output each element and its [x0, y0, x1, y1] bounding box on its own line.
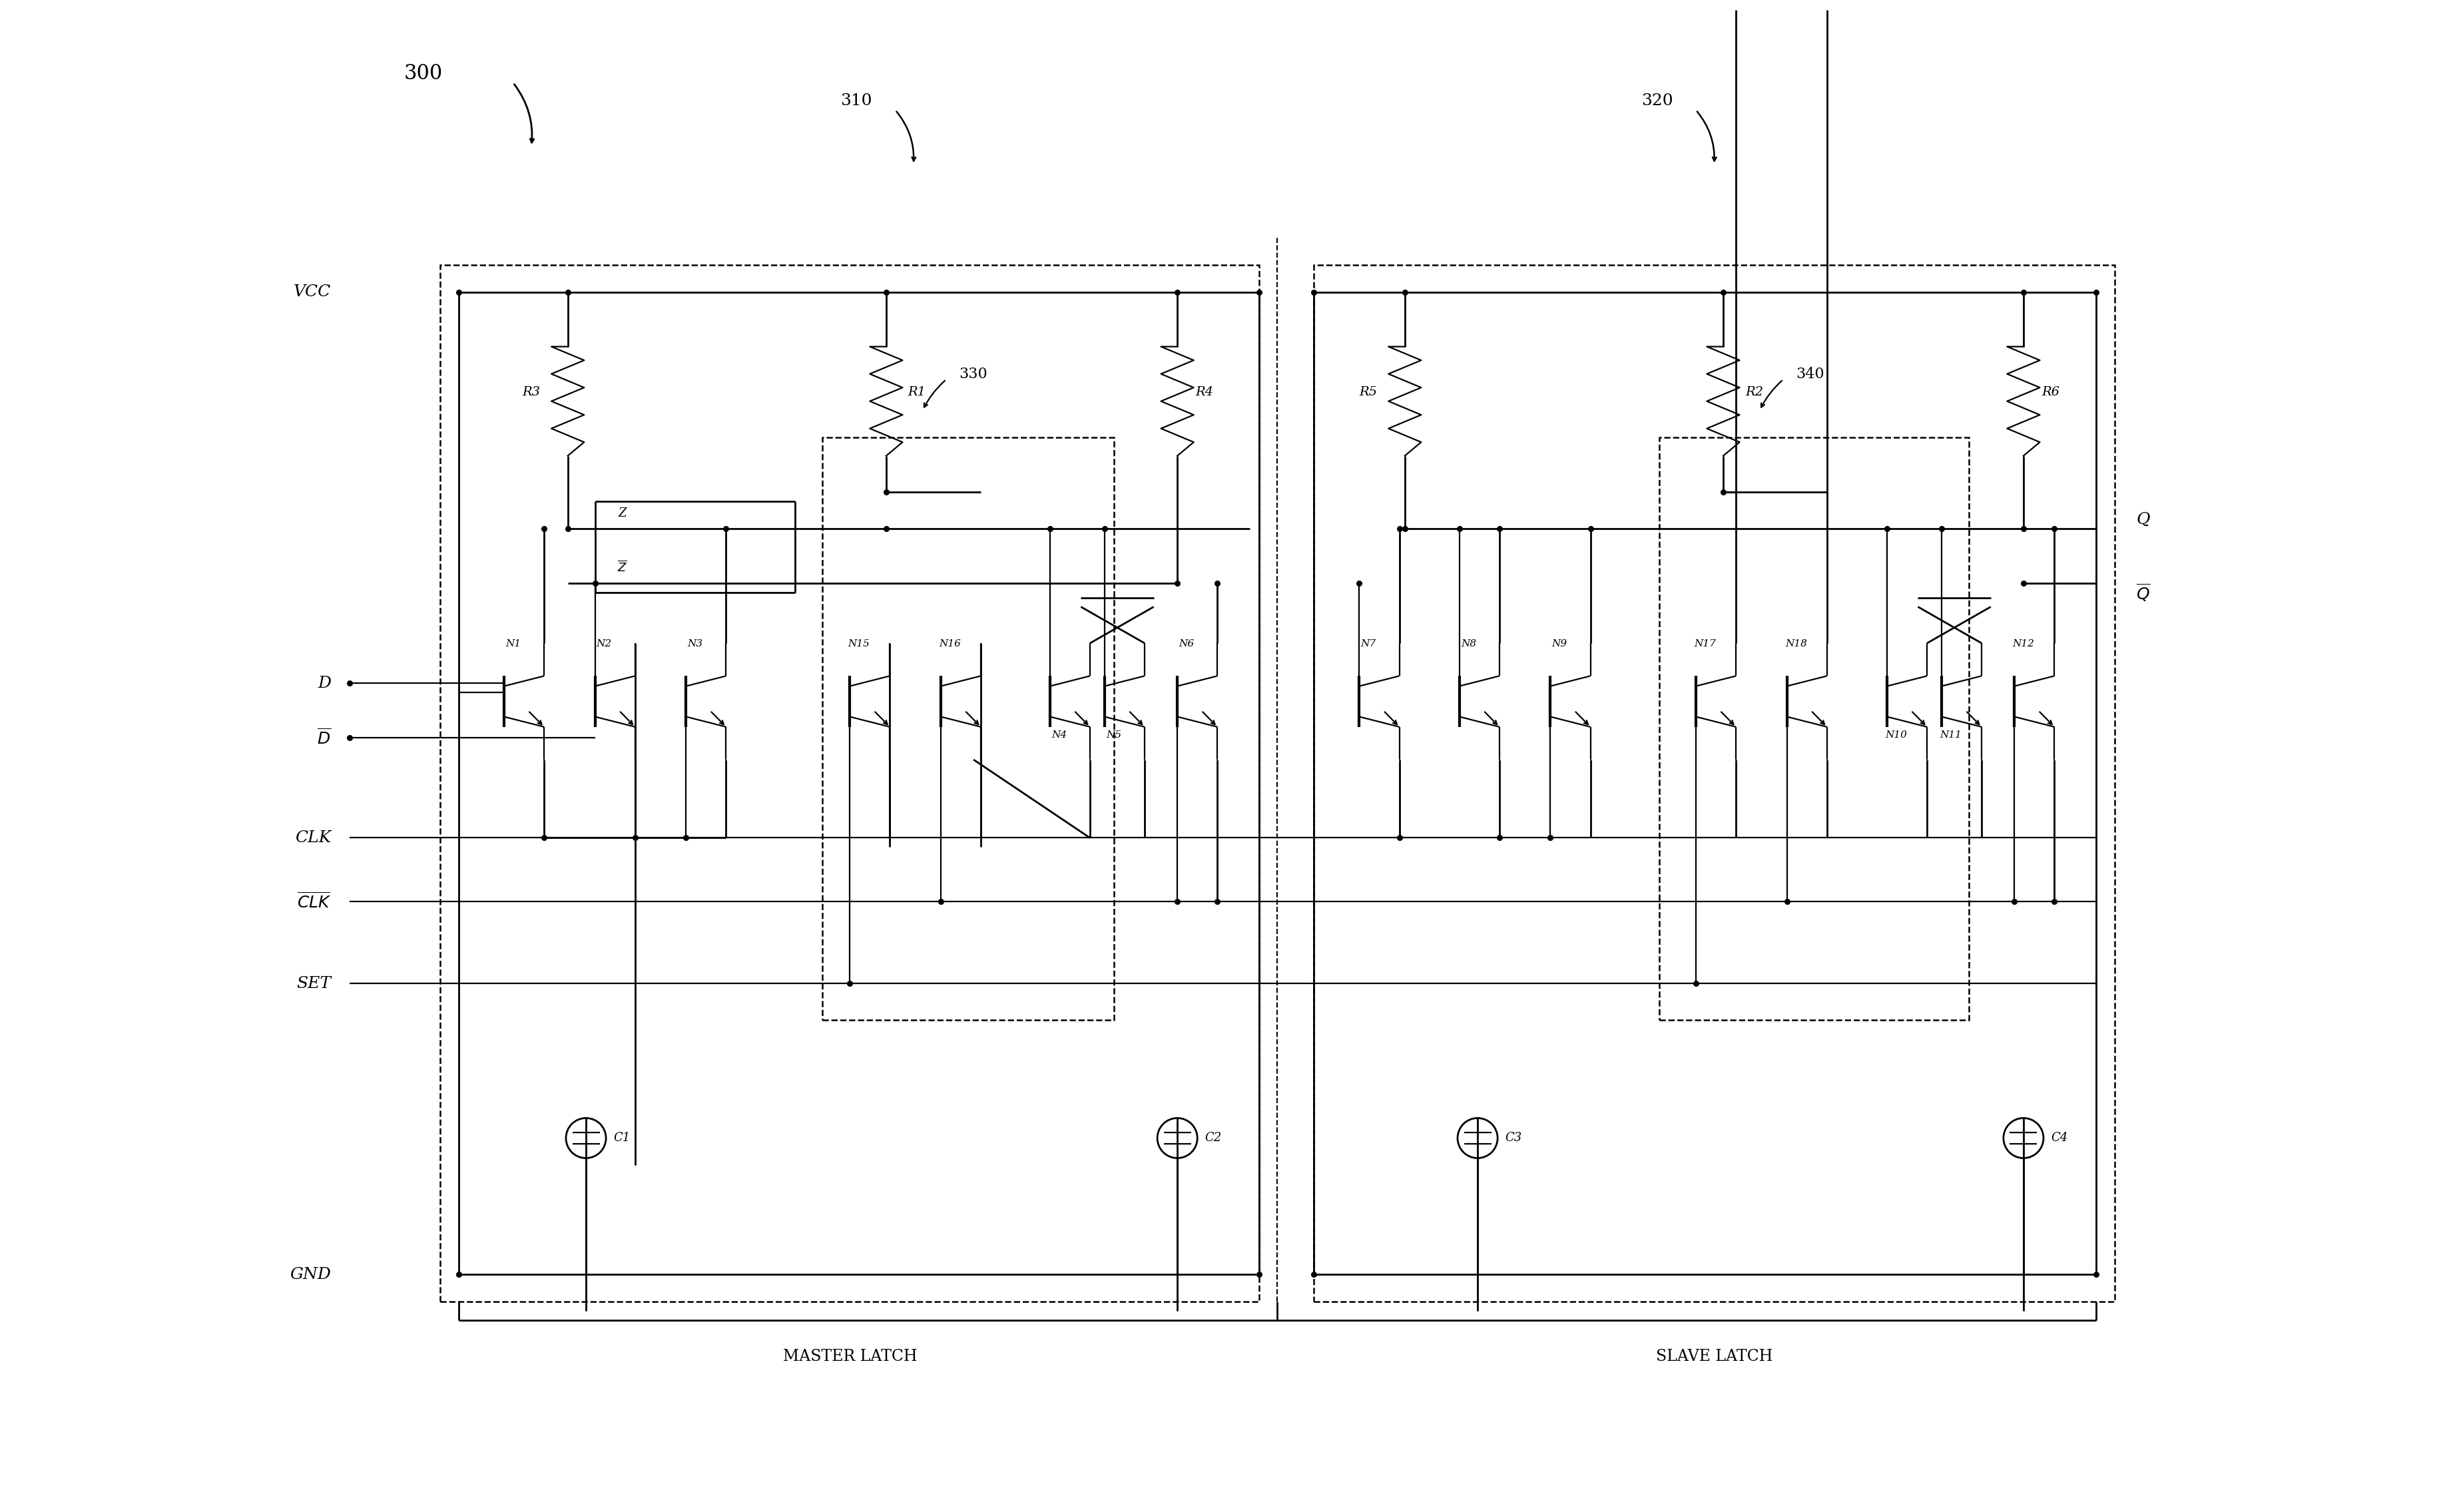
- Text: R5: R5: [1359, 386, 1377, 398]
- Text: R1: R1: [907, 386, 927, 398]
- Text: CLK: CLK: [296, 830, 330, 845]
- Text: C2: C2: [1205, 1132, 1220, 1145]
- Text: R3: R3: [523, 386, 540, 398]
- Text: SLAVE LATCH: SLAVE LATCH: [1655, 1349, 1773, 1364]
- Bar: [1313, 265, 2115, 1302]
- Text: D: D: [318, 676, 330, 691]
- Text: 310: 310: [841, 94, 873, 109]
- Text: $\overline{CLK}$: $\overline{CLK}$: [296, 892, 330, 912]
- Text: N9: N9: [1550, 640, 1567, 649]
- Bar: [440, 265, 1259, 1302]
- Text: MASTER LATCH: MASTER LATCH: [782, 1349, 917, 1364]
- Text: $\overline{D}$: $\overline{D}$: [318, 729, 330, 747]
- Text: 300: 300: [403, 64, 443, 85]
- Bar: [1660, 437, 1968, 1019]
- Text: 340: 340: [1795, 366, 1824, 381]
- Text: C1: C1: [614, 1132, 631, 1145]
- Text: N16: N16: [939, 640, 961, 649]
- Text: N10: N10: [1885, 730, 1907, 739]
- Text: N4: N4: [1051, 730, 1066, 739]
- Text: 320: 320: [1641, 94, 1672, 109]
- Text: N2: N2: [597, 640, 611, 649]
- Text: N5: N5: [1105, 730, 1122, 739]
- Text: N3: N3: [687, 640, 702, 649]
- Text: N18: N18: [1785, 640, 1807, 649]
- Text: N12: N12: [2012, 640, 2034, 649]
- Text: N8: N8: [1460, 640, 1477, 649]
- Text: R2: R2: [1746, 386, 1763, 398]
- Text: GND: GND: [291, 1267, 330, 1282]
- Text: N7: N7: [1359, 640, 1377, 649]
- Text: $\overline{Z}$: $\overline{Z}$: [616, 561, 628, 575]
- Text: N15: N15: [848, 640, 870, 649]
- Text: C4: C4: [2051, 1132, 2066, 1145]
- Text: N6: N6: [1178, 640, 1193, 649]
- Text: Q: Q: [2134, 513, 2149, 528]
- Text: R6: R6: [2042, 386, 2059, 398]
- Text: 330: 330: [958, 366, 988, 381]
- Text: SET: SET: [296, 975, 330, 990]
- Text: N11: N11: [1939, 730, 1961, 739]
- Text: C3: C3: [1504, 1132, 1521, 1145]
- Text: R4: R4: [1196, 386, 1213, 398]
- Text: N1: N1: [506, 640, 521, 649]
- Text: N17: N17: [1694, 640, 1716, 649]
- Text: Z: Z: [619, 508, 626, 520]
- Text: VCC: VCC: [293, 284, 330, 299]
- Bar: [822, 437, 1112, 1019]
- Text: $\overline{Q}$: $\overline{Q}$: [2134, 582, 2149, 603]
